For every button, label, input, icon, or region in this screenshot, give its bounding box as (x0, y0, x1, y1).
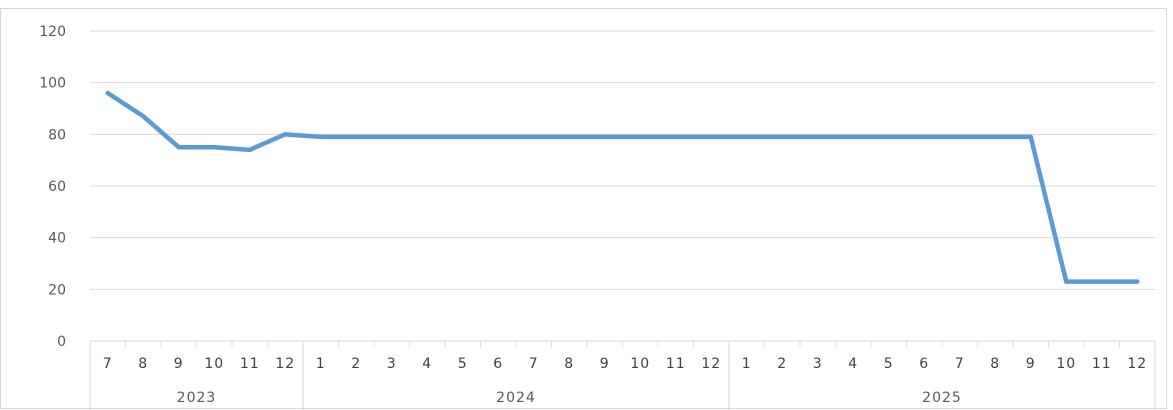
x-tick-label: 6 (919, 356, 929, 372)
y-tick-label: 20 (48, 282, 66, 298)
x-tick-label: 4 (422, 356, 432, 372)
x-tick-label: 7 (103, 356, 113, 372)
x-tick-label: 8 (990, 356, 1000, 372)
x-tick-label: 12 (1127, 356, 1147, 372)
x-tick-label: 1 (742, 356, 752, 372)
series-layer (105, 90, 1140, 284)
chart-area-border (0, 8, 1167, 409)
x-tick-label: 9 (174, 356, 184, 372)
x-group-label: 2025 (922, 390, 962, 406)
x-tick-label: 3 (813, 356, 823, 372)
x-tick-label: 11 (1092, 356, 1112, 372)
x-tick-label: 9 (1026, 356, 1036, 372)
y-tick-label: 0 (57, 334, 66, 350)
x-tick-label: 2 (351, 356, 361, 372)
x-group-label: 2023 (177, 390, 217, 406)
x-tick-label: 8 (138, 356, 148, 372)
x-tick-label: 11 (666, 356, 686, 372)
x-tick-label: 10 (1056, 356, 1076, 372)
y-tick-label: 120 (39, 24, 66, 40)
x-tick-label: 5 (458, 356, 468, 372)
x-tick-label: 3 (387, 356, 397, 372)
x-group-label: 2024 (496, 390, 536, 406)
x-tick-label: 10 (630, 356, 650, 372)
x-tick-label: 7 (955, 356, 965, 372)
axes (89, 340, 1156, 410)
x-tick-label: 9 (600, 356, 610, 372)
x-tick-label: 11 (240, 356, 260, 372)
x-tick-label: 10 (204, 356, 224, 372)
gridlines (90, 30, 1155, 290)
y-tick-label: 60 (48, 179, 66, 195)
x-tick-label: 6 (493, 356, 503, 372)
x-tick-label: 4 (848, 356, 858, 372)
x-tick-label: 8 (564, 356, 574, 372)
x-tick-label: 7 (529, 356, 539, 372)
y-tick-label: 80 (48, 127, 66, 143)
x-tick-label: 2 (777, 356, 787, 372)
x-tick-label: 1 (316, 356, 326, 372)
x-tick-label: 12 (275, 356, 295, 372)
x-tick-label: 5 (884, 356, 894, 372)
series-line (105, 90, 1140, 284)
y-tick-label: 100 (39, 76, 66, 92)
y-tick-label: 40 (48, 231, 66, 247)
x-tick-label: 12 (701, 356, 721, 372)
